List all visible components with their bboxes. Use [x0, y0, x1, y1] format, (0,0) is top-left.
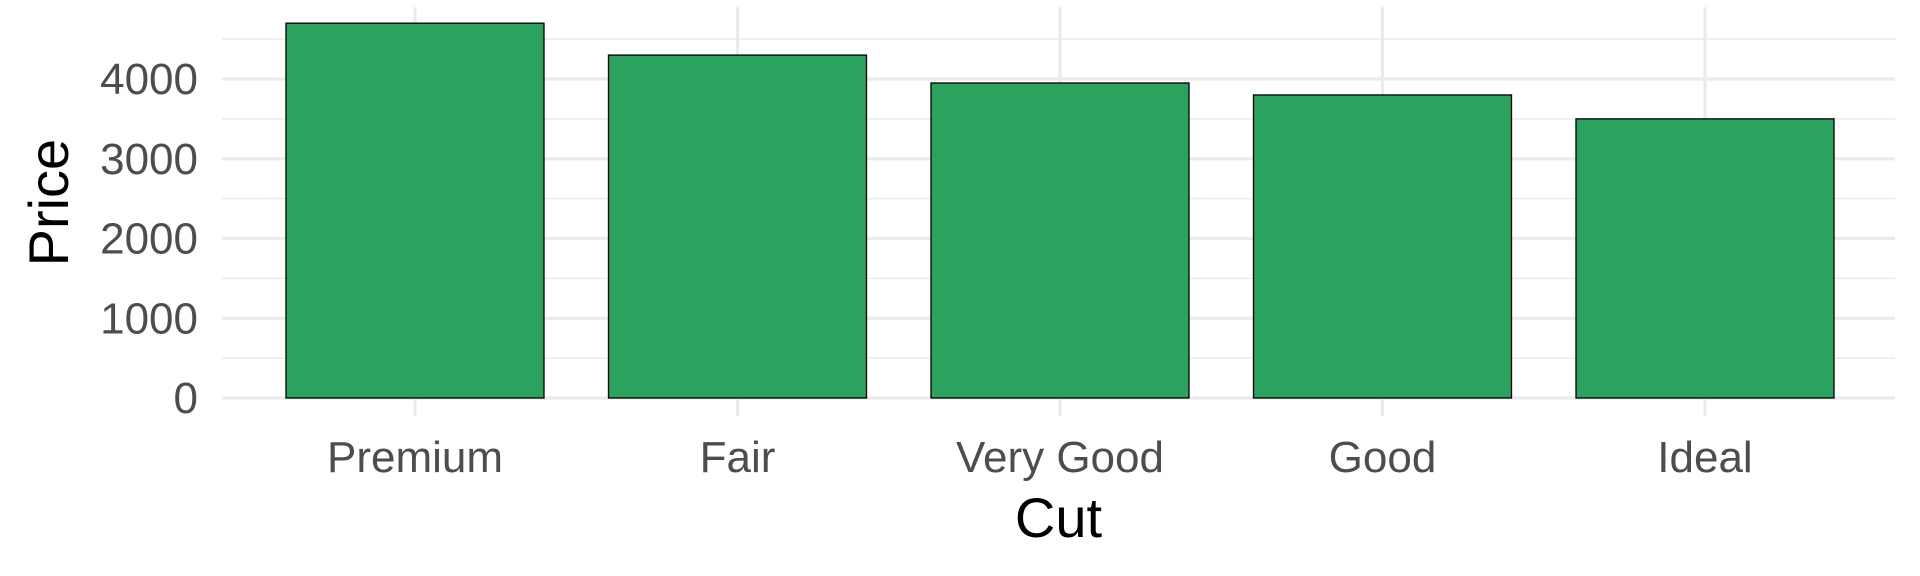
y-tick-label: 2000	[100, 215, 198, 264]
y-axis-title: Price	[17, 139, 80, 267]
bar-fair	[607, 54, 868, 399]
bar-ideal	[1575, 118, 1835, 399]
bar-very-good	[930, 82, 1190, 399]
bar-premium	[285, 22, 545, 399]
x-tick-label: Fair	[700, 433, 776, 482]
bars	[285, 22, 1835, 399]
y-tick-label: 0	[174, 374, 198, 423]
x-tick-label: Ideal	[1657, 433, 1752, 482]
x-tick-label: Premium	[327, 433, 503, 482]
x-tick-label: Good	[1329, 433, 1437, 482]
y-tick-label: 4000	[100, 55, 198, 104]
x-axis-title: Cut	[1015, 486, 1103, 549]
bar-good	[1252, 94, 1513, 399]
x-axis-ticks: Premium Fair Very Good Good Ideal	[327, 433, 1753, 482]
x-tick-label: Very Good	[956, 433, 1164, 482]
y-tick-label: 1000	[100, 294, 198, 343]
y-axis-ticks: 0 1000 2000 3000 4000	[100, 55, 198, 423]
y-tick-label: 3000	[100, 135, 198, 184]
